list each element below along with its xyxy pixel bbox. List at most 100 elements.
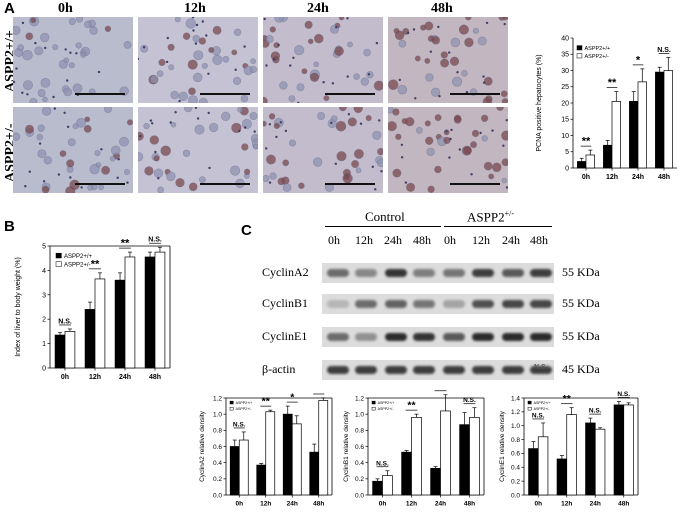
cell-nucleus [157,186,164,193]
small-nucleus [470,173,473,176]
small-nucleus [503,22,506,26]
cell-nucleus [75,42,82,49]
cell-nucleus [288,95,296,102]
y-tick-label: 0.8 [511,437,520,444]
histology-image [388,17,508,103]
cell-nucleus [501,98,508,103]
significance-label: ** [121,238,130,250]
cell-nucleus [388,79,399,90]
cell-nucleus [220,111,231,122]
blot-band [385,333,407,341]
histology-image [263,17,383,103]
cell-nucleus [353,73,360,80]
small-nucleus [400,156,404,159]
significance-label: N.S. [589,408,602,415]
cell-nucleus [470,141,478,149]
small-nucleus [63,111,66,114]
cell-nucleus [231,49,238,56]
y-tick-label: 10 [561,133,569,140]
small-nucleus [458,148,461,151]
panel-c-label: C [241,222,252,239]
y-tick-label: 15 [561,117,569,124]
small-nucleus [437,25,440,29]
small-nucleus [207,111,210,115]
bar-series-wildtype [372,480,383,496]
cell-nucleus [175,177,185,188]
x-tick-label: 24h [119,374,131,381]
y-tick-label: 40 [561,35,569,42]
cell-nucleus [192,34,201,43]
cell-nucleus [451,76,463,87]
cell-nucleus [472,27,479,34]
small-nucleus [66,125,70,128]
small-nucleus [34,41,37,45]
cell-nucleus [426,147,435,157]
y-tick-label: 1.2 [213,395,222,402]
significance-label: ** [407,400,416,412]
significance-label: N.S. [532,412,545,419]
significance-label: N.S. [58,318,72,325]
cell-nucleus [89,163,100,175]
small-nucleus [201,20,204,23]
bar-series-heterozygous [637,81,647,169]
y-tick-label: 5 [42,243,46,250]
blot-name-beta-actin: β-actin [262,362,296,376]
bar-series-wildtype [256,464,267,496]
blot-band [327,300,349,308]
small-nucleus [265,147,268,150]
cell-nucleus [353,148,364,159]
small-nucleus [334,162,337,165]
small-nucleus [346,75,349,78]
cell-nucleus [274,17,284,23]
cell-nucleus [481,135,488,142]
group-label-control: Control [365,209,405,224]
legend-entry: ASPP2+/+ [585,46,611,52]
small-nucleus [378,119,381,122]
bar-series-wildtype [229,446,240,496]
small-nucleus [505,186,508,189]
cell-nucleus [241,143,249,151]
cell-nucleus [377,158,383,168]
bar-series-wildtype [585,422,596,496]
cell-nucleus [282,183,292,192]
cell-nucleus [29,97,38,103]
cell-nucleus [153,168,164,178]
small-nucleus [244,126,247,129]
y-tick-label: 1.0 [511,423,520,430]
cell-nucleus [158,58,166,67]
blot-name-cyclinb1: CyclinB1 [262,296,309,310]
bar-series-heterozygous [238,439,249,496]
cell-nucleus [250,58,256,65]
small-nucleus [126,181,129,184]
cell-nucleus [372,130,382,140]
cell-nucleus [249,112,258,121]
cell-nucleus [94,150,101,157]
small-nucleus [398,78,401,82]
blot-band [443,300,465,308]
cell-nucleus [463,145,472,155]
lane-label: 0h [328,233,340,247]
blot-band [443,366,465,374]
legend-entry: ASPP2+/- [64,263,91,269]
cell-nucleus [41,185,50,193]
blot-band [327,269,349,277]
x-tick-label: 48h [658,174,670,181]
x-tick-label: 12h [606,174,618,181]
blot-name-cyclina2: CyclinA2 [262,265,309,279]
blot-size-cyclina2: 55 KDa [562,265,600,279]
cell-nucleus [263,96,268,103]
panel-b-label: B [4,218,15,235]
scale-bar [325,183,375,185]
cell-nucleus [268,113,276,120]
bar-series-heterozygous [537,436,549,496]
cell-nucleus [296,83,305,92]
small-nucleus [13,80,16,84]
cell-nucleus [266,154,276,165]
cell-nucleus [192,72,203,83]
cell-nucleus [488,173,495,180]
small-nucleus [165,60,169,64]
cell-nucleus [394,30,405,41]
cell-nucleus [279,81,288,90]
small-nucleus [292,56,295,59]
cell-nucleus [212,54,223,66]
